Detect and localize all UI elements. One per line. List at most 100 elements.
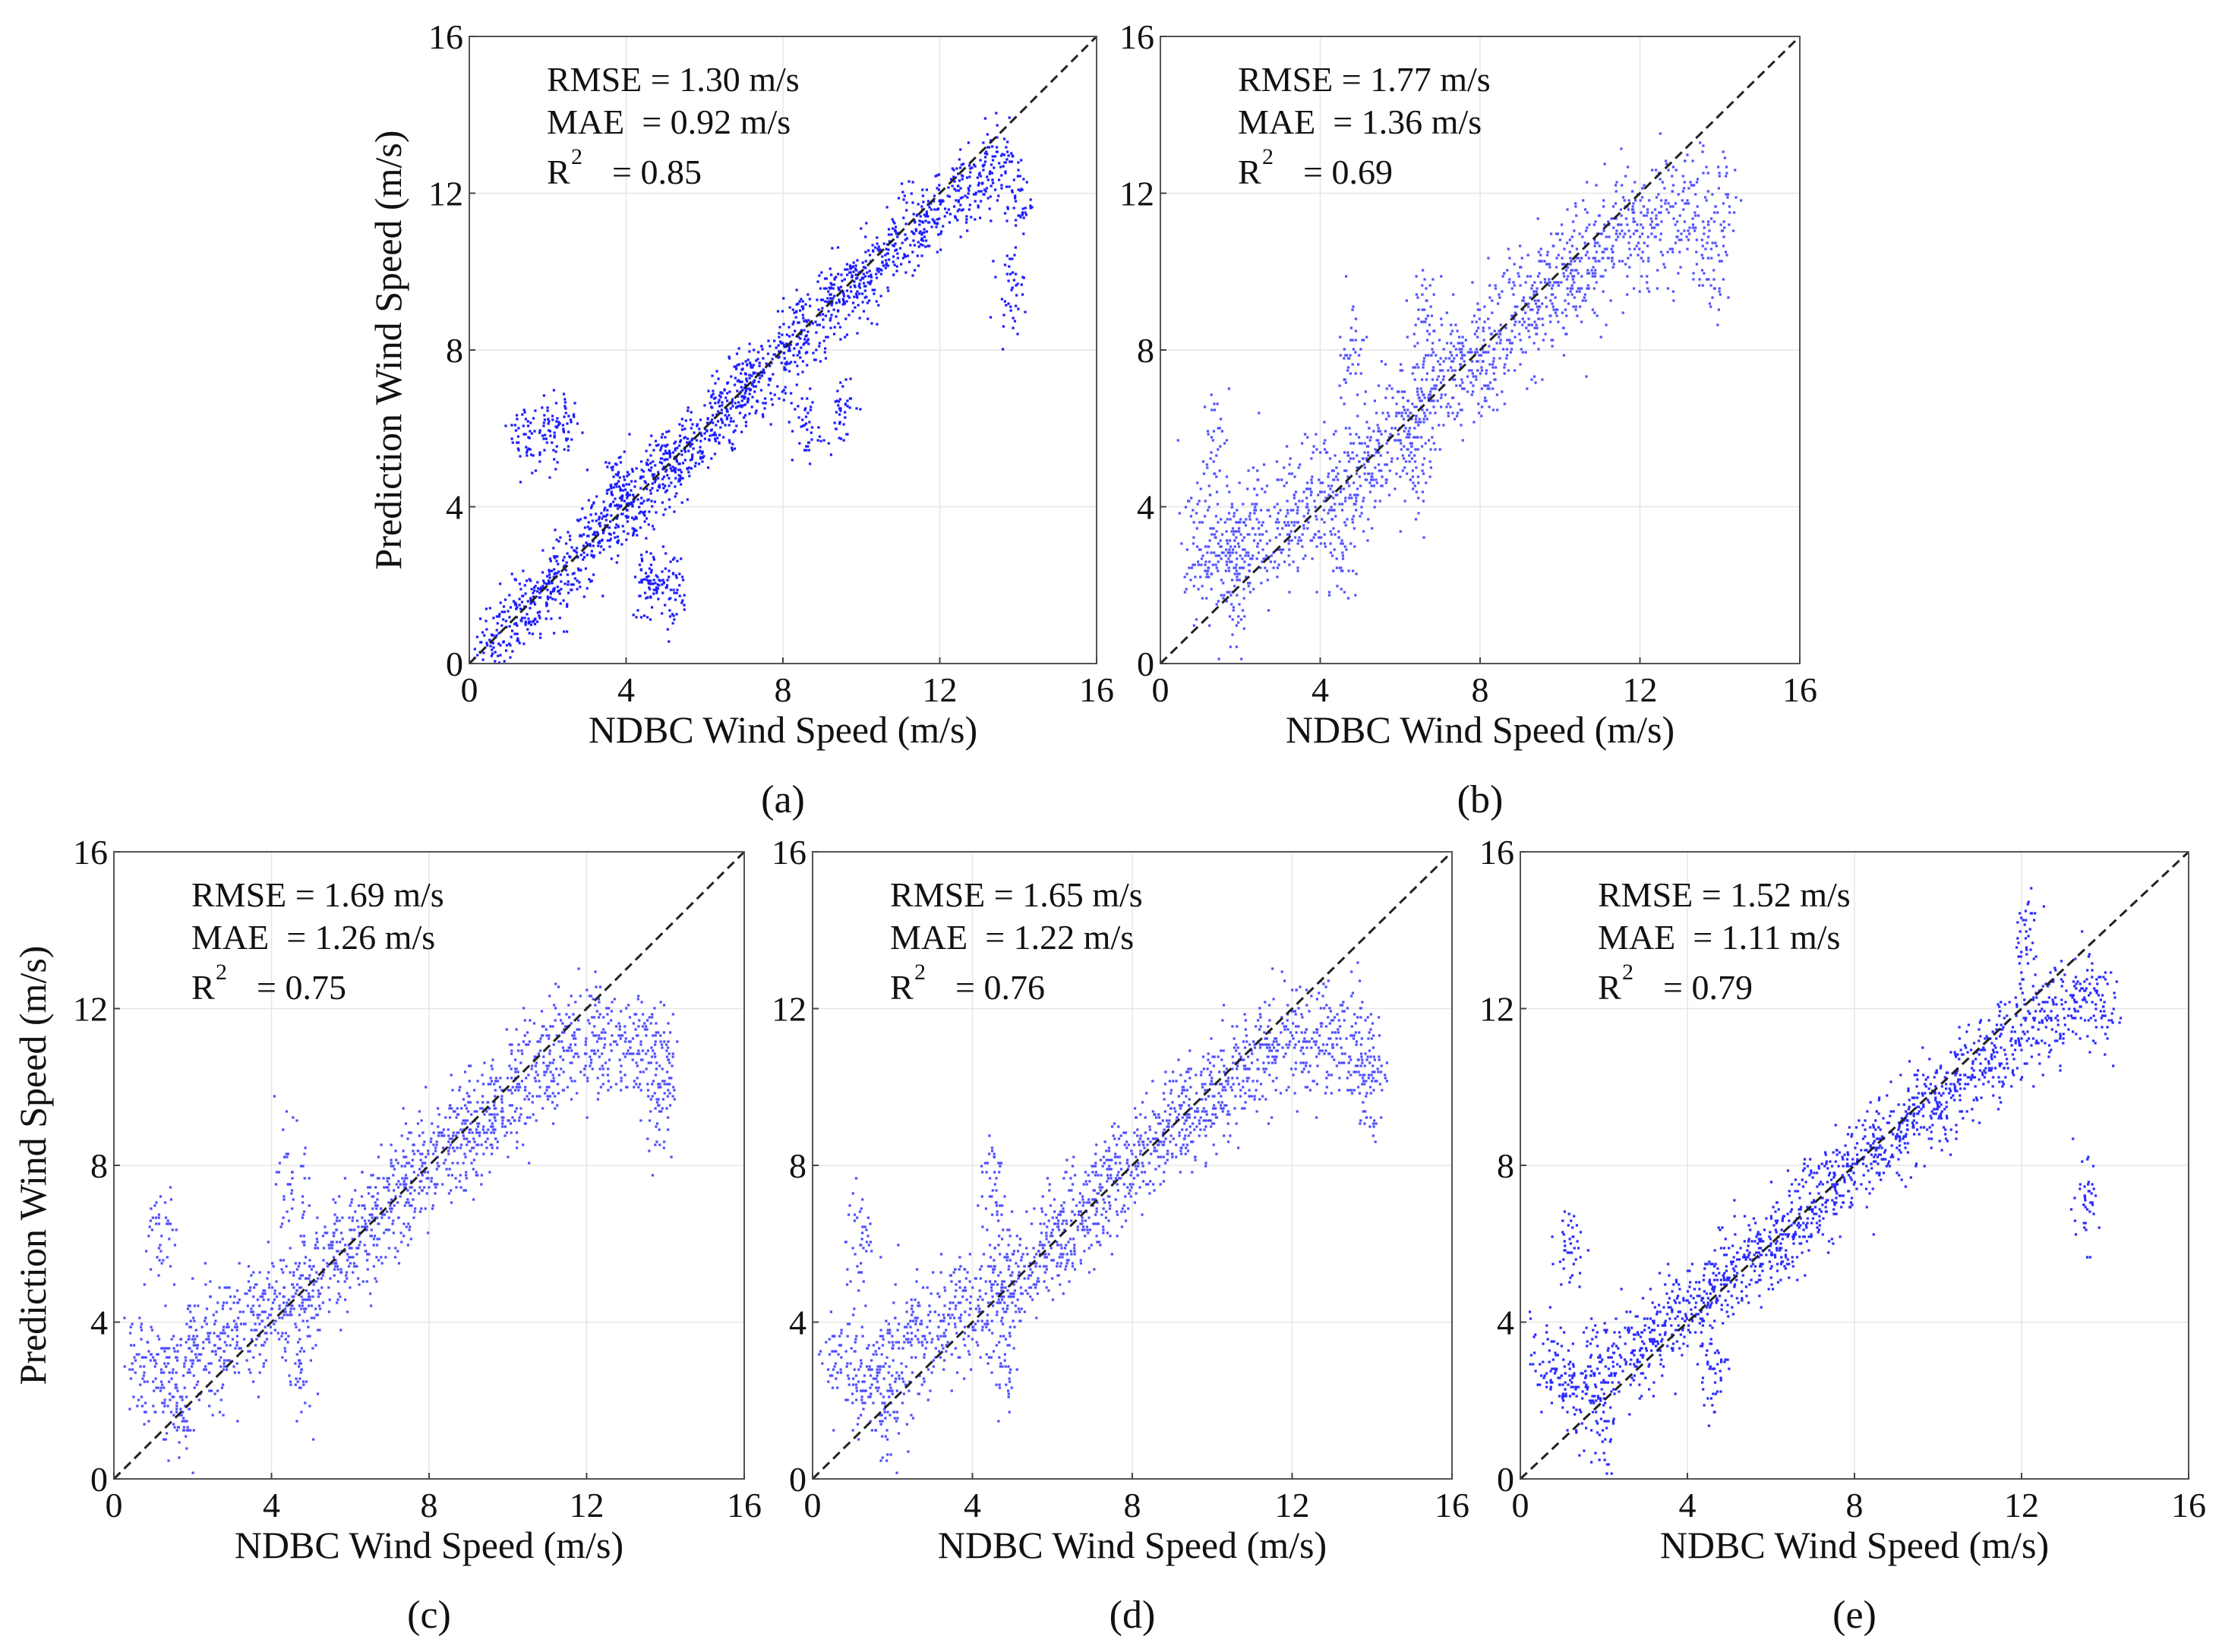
data-point	[1264, 566, 1267, 569]
data-point	[1228, 591, 1231, 594]
data-point	[392, 1174, 395, 1177]
data-point	[1349, 339, 1353, 342]
data-point	[1706, 235, 1710, 238]
data-point	[1447, 402, 1450, 405]
data-point	[1439, 381, 1443, 384]
data-point	[911, 251, 914, 254]
data-point	[651, 482, 654, 485]
data-point	[789, 343, 792, 346]
data-point	[1626, 166, 1630, 169]
data-point	[1305, 497, 1308, 500]
data-point	[668, 453, 671, 456]
data-point	[1200, 557, 1204, 560]
data-point	[876, 267, 879, 270]
data-point	[298, 1286, 301, 1289]
data-point	[1406, 433, 1410, 436]
data-point	[248, 1368, 251, 1371]
data-point	[1411, 372, 1414, 375]
data-point	[364, 1250, 367, 1253]
data-point	[626, 474, 629, 478]
data-point	[526, 449, 529, 452]
data-point	[539, 632, 542, 635]
data-point	[519, 619, 522, 622]
data-point	[1558, 238, 1561, 241]
data-point	[1495, 342, 1498, 345]
data-point	[261, 1292, 264, 1295]
data-point	[743, 403, 747, 406]
data-point	[737, 401, 740, 404]
data-point	[824, 300, 827, 303]
data-point	[947, 208, 950, 211]
data-point	[1281, 527, 1284, 530]
data-point	[808, 298, 811, 301]
data-point	[833, 326, 836, 329]
data-point	[1549, 299, 1552, 302]
data-point	[538, 591, 541, 594]
data-point	[185, 1323, 188, 1326]
data-point	[1246, 533, 1249, 536]
data-point	[1254, 506, 1257, 509]
data-point	[816, 298, 819, 301]
data-point	[680, 601, 683, 604]
data-point	[1695, 263, 1698, 266]
data-point	[1519, 266, 1522, 269]
data-point	[1510, 329, 1514, 333]
data-point	[1305, 506, 1308, 509]
data-point	[267, 1316, 270, 1319]
data-point	[320, 1286, 324, 1289]
data-point	[1576, 314, 1579, 317]
data-point	[565, 437, 568, 440]
reference-line	[468, 35, 1098, 665]
data-point	[1583, 293, 1586, 296]
data-point	[1245, 518, 1248, 521]
data-point	[260, 1344, 264, 1347]
data-point	[517, 427, 520, 430]
data-point	[196, 1344, 199, 1347]
data-point	[1374, 448, 1377, 451]
data-point	[1468, 369, 1471, 372]
data-point	[1353, 503, 1356, 506]
data-point	[365, 1222, 368, 1225]
data-point	[1678, 238, 1681, 241]
data-point	[140, 1395, 143, 1398]
data-point	[1238, 527, 1241, 530]
data-point	[1015, 294, 1018, 297]
data-point	[561, 424, 564, 427]
data-point	[661, 612, 664, 615]
data-point	[1245, 551, 1248, 554]
data-point	[1399, 530, 1402, 533]
data-point	[1204, 563, 1207, 566]
data-point	[769, 379, 772, 382]
data-point-cluster	[788, 387, 825, 465]
data-point	[1381, 475, 1384, 478]
data-point	[633, 575, 637, 579]
data-point	[968, 203, 971, 206]
data-point	[1385, 387, 1388, 390]
data-point	[218, 1411, 222, 1414]
data-point	[1473, 351, 1476, 354]
data-point	[1371, 472, 1374, 475]
data-point	[1705, 166, 1708, 169]
data-point	[1701, 284, 1704, 287]
data-point	[827, 442, 830, 445]
data-point	[1487, 351, 1490, 354]
data-point	[955, 189, 958, 192]
data-point	[1627, 208, 1630, 211]
data-point	[811, 401, 814, 404]
data-point	[210, 1389, 213, 1392]
data-point	[905, 237, 908, 240]
data-point	[530, 432, 533, 435]
data-point	[335, 1228, 338, 1231]
data-point	[361, 1225, 364, 1228]
data-point	[1615, 190, 1618, 193]
data-point	[1208, 624, 1211, 627]
data-point	[1233, 566, 1236, 569]
data-point	[841, 385, 844, 388]
data-point	[1626, 275, 1629, 278]
data-point	[1390, 427, 1394, 430]
data-point	[1251, 557, 1254, 560]
data-point	[917, 241, 920, 244]
data-point	[559, 536, 562, 539]
data-point	[1718, 175, 1721, 178]
data-point	[301, 1241, 305, 1244]
